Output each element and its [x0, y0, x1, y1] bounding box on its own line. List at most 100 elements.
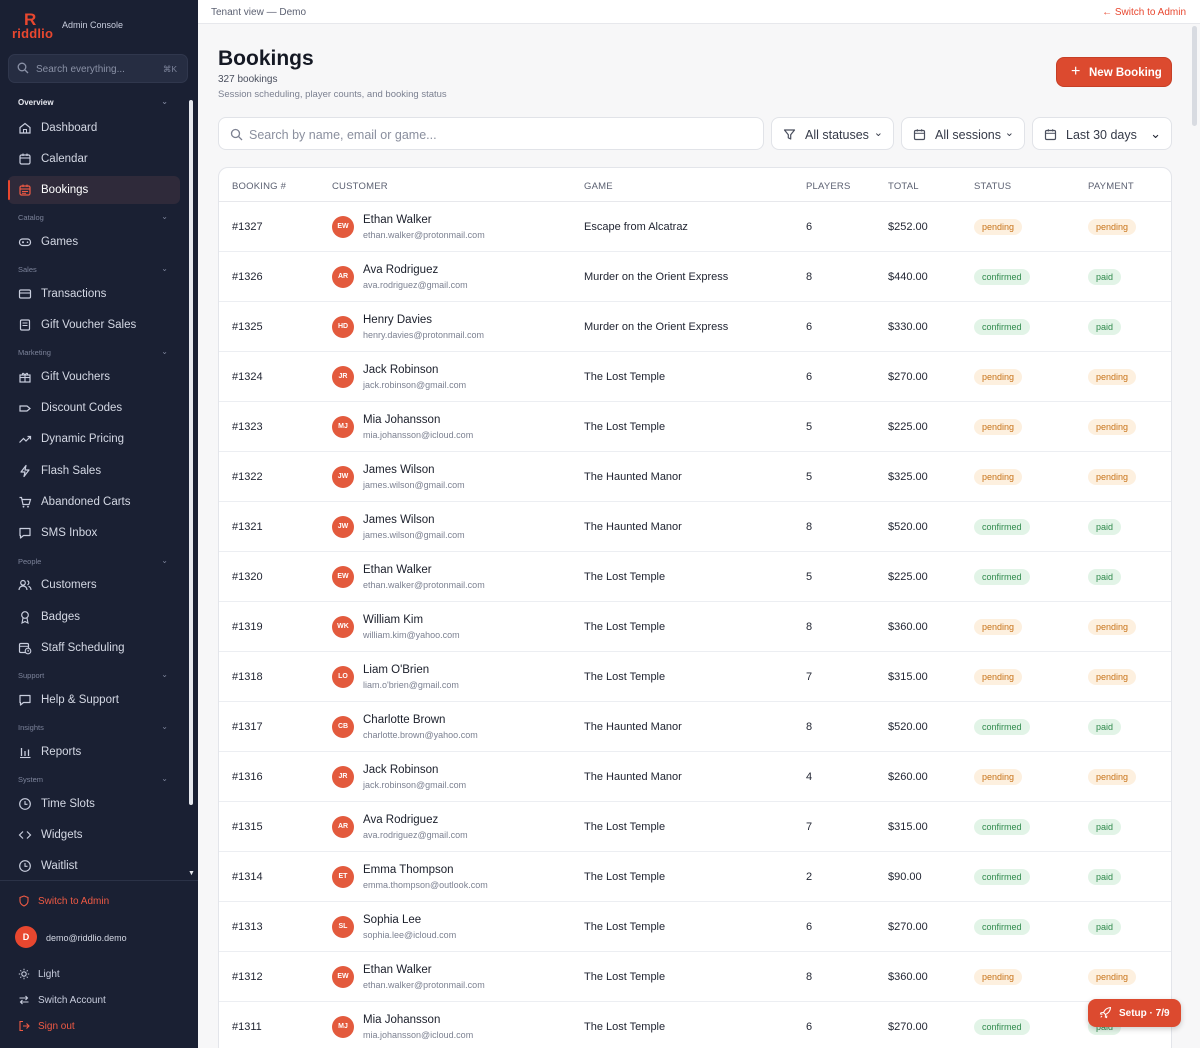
customer-avatar: JR	[332, 766, 354, 788]
section-sales[interactable]: Sales ⌄	[18, 264, 168, 274]
table-row[interactable]: #1314 ET Emma Thompson emma.thompson@outloo…	[219, 852, 1171, 902]
section-marketing[interactable]: Marketing ⌄	[18, 347, 168, 357]
status-badge: pending	[974, 769, 1023, 785]
sidebar-item-reports[interactable]: Reports	[8, 738, 180, 766]
table-row[interactable]: #1320 EW Ethan Walker ethan.walker@protonma…	[219, 552, 1171, 602]
credit-card-icon	[18, 289, 32, 299]
booking-id[interactable]: #1321	[232, 521, 263, 533]
section-overview[interactable]: Overview ⌄	[18, 97, 168, 107]
booking-id[interactable]: #1319	[232, 621, 263, 633]
booking-id[interactable]: #1324	[232, 371, 263, 383]
payment-badge: pending	[1088, 619, 1137, 635]
column-header-booking[interactable]: BOOKING #	[232, 181, 287, 192]
sidebar-item-bookings[interactable]: Bookings	[8, 176, 180, 204]
booking-id[interactable]: #1322	[232, 471, 263, 483]
sidebar-item-dashboard[interactable]: Dashboard	[8, 114, 180, 142]
sidebar-item-abandoned-carts[interactable]: Abandoned Carts	[8, 488, 180, 516]
booking-id[interactable]: #1313	[232, 921, 263, 933]
table-row[interactable]: #1322 JW James Wilson james.wilson@gmail.co…	[219, 452, 1171, 502]
table-row[interactable]: #1318 LO Liam O'Brien liam.o'brien@gmail.co…	[219, 652, 1171, 702]
booking-id[interactable]: #1312	[232, 971, 263, 983]
sidebar-item-gift-voucher-sales[interactable]: Gift Voucher Sales	[8, 311, 180, 339]
customer-name: Jack Robinson	[363, 364, 439, 376]
booking-search-input[interactable]: Search by name, email or game...	[218, 117, 764, 150]
table-row[interactable]: #1312 EW Ethan Walker ethan.walker@protonma…	[219, 952, 1171, 1002]
booking-id[interactable]: #1325	[232, 321, 263, 333]
switch-to-admin-link[interactable]: ← Switch to Admin	[1102, 7, 1186, 18]
sidebar-item-games[interactable]: Games	[8, 228, 180, 256]
user-avatar[interactable]: D	[15, 926, 37, 948]
sidebar-item-calendar[interactable]: Calendar	[8, 145, 180, 173]
new-booking-button[interactable]: + New Booking	[1056, 57, 1172, 87]
table-row[interactable]: #1313 SL Sophia Lee sophia.lee@icloud.com Th…	[219, 902, 1171, 952]
section-system[interactable]: System ⌄	[18, 774, 168, 784]
sidebar-item-badges[interactable]: Badges	[8, 603, 180, 631]
sidebar-item-transactions[interactable]: Transactions	[8, 280, 180, 308]
table-row[interactable]: #1327 EW Ethan Walker ethan.walker@protonma…	[219, 202, 1171, 252]
table-row[interactable]: #1316 JR Jack Robinson jack.robinson@gmail.…	[219, 752, 1171, 802]
session-filter-select[interactable]: All sessions ⌄	[901, 117, 1025, 150]
booking-id[interactable]: #1317	[232, 721, 263, 733]
table-row[interactable]: #1311 MJ Mia Johansson mia.johansson@icloud…	[219, 1002, 1171, 1048]
player-count: 6	[806, 221, 813, 233]
award-icon	[21, 611, 29, 624]
column-header-players[interactable]: PLAYERS	[806, 181, 851, 192]
booking-id[interactable]: #1320	[232, 571, 263, 583]
table-row[interactable]: #1317 CB Charlotte Brown charlotte.brown@ya…	[219, 702, 1171, 752]
table-row[interactable]: #1325 HD Henry Davies henry.davies@protonma…	[219, 302, 1171, 352]
column-header-customer[interactable]: CUSTOMER	[332, 181, 388, 192]
booking-id[interactable]: #1323	[232, 421, 263, 433]
section-catalog[interactable]: Catalog ⌄	[18, 212, 168, 222]
table-row[interactable]: #1315 AR Ava Rodriguez ava.rodriguez@gmail.…	[219, 802, 1171, 852]
chevron-down-icon: ⌄	[161, 774, 168, 783]
section-people[interactable]: People ⌄	[18, 556, 168, 566]
section-insights[interactable]: Insights ⌄	[18, 722, 168, 732]
booking-id[interactable]: #1315	[232, 821, 263, 833]
booking-id[interactable]: #1316	[232, 771, 263, 783]
section-people-label: People	[18, 557, 42, 566]
game-name: The Lost Temple	[584, 421, 666, 433]
section-support[interactable]: Support ⌄	[18, 670, 168, 680]
booking-id[interactable]: #1327	[232, 221, 263, 233]
table-row[interactable]: #1326 AR Ava Rodriguez ava.rodriguez@gmail.…	[219, 252, 1171, 302]
section-system-label: System	[18, 775, 44, 784]
setup-progress-button[interactable]: Setup · 7/9	[1088, 999, 1181, 1027]
column-header-status[interactable]: STATUS	[974, 181, 1012, 192]
sidebar-item-flash-sales[interactable]: Flash Sales	[8, 457, 180, 485]
table-row[interactable]: #1321 JW James Wilson james.wilson@gmail.co…	[219, 502, 1171, 552]
table-row[interactable]: #1323 MJ Mia Johansson mia.johansson@icloud…	[219, 402, 1171, 452]
global-search-input[interactable]: Search everything... ⌘K	[8, 54, 188, 83]
main-scrollbar[interactable]	[1192, 26, 1197, 126]
sidebar-item-staff-scheduling[interactable]: Staff Scheduling	[8, 634, 180, 662]
date-range-value: Last 30 days	[1066, 128, 1137, 142]
status-filter-select[interactable]: All statuses ⌄	[771, 117, 894, 150]
customer-avatar: LO	[332, 666, 354, 688]
booking-id[interactable]: #1326	[232, 271, 263, 283]
scroll-down-arrow-icon[interactable]: ▼	[188, 870, 195, 877]
payment-badge: paid	[1088, 519, 1122, 535]
column-header-game[interactable]: GAME	[584, 181, 613, 192]
customer-email: liam.o'brien@gmail.com	[363, 680, 459, 690]
sidebar-item-widgets[interactable]: Widgets	[8, 821, 180, 849]
sidebar-scrollbar[interactable]	[189, 100, 193, 805]
chevron-down-icon: ⌄	[161, 722, 168, 731]
sidebar-item-discount-codes[interactable]: Discount Codes	[8, 394, 180, 422]
column-header-total[interactable]: TOTAL	[888, 181, 919, 192]
sidebar-item-gift-vouchers[interactable]: Gift Vouchers	[8, 363, 180, 391]
table-row[interactable]: #1324 JR Jack Robinson jack.robinson@gmail.…	[219, 352, 1171, 402]
sidebar-item-help-support[interactable]: Help & Support	[8, 686, 180, 714]
booking-id[interactable]: #1311	[232, 1021, 262, 1033]
sidebar-item-waitlist[interactable]: Waitlist	[8, 852, 180, 880]
filter-icon	[783, 129, 796, 140]
date-range-select[interactable]: Last 30 days ⌄	[1032, 117, 1172, 150]
booking-id[interactable]: #1314	[232, 871, 263, 883]
brand[interactable]: R riddlio Admin Console	[12, 10, 182, 44]
sidebar-item-time-slots[interactable]: Time Slots	[8, 790, 180, 818]
table-row[interactable]: #1319 WK William Kim william.kim@yahoo.com T…	[219, 602, 1171, 652]
customer-name: Liam O'Brien	[363, 664, 430, 676]
column-header-payment[interactable]: PAYMENT	[1088, 181, 1134, 192]
booking-id[interactable]: #1318	[232, 671, 263, 683]
sidebar-item-dynamic-pricing[interactable]: Dynamic Pricing	[8, 425, 180, 453]
sidebar-item-customers[interactable]: Customers	[8, 571, 180, 599]
sidebar-item-sms-inbox[interactable]: SMS Inbox	[8, 519, 180, 547]
